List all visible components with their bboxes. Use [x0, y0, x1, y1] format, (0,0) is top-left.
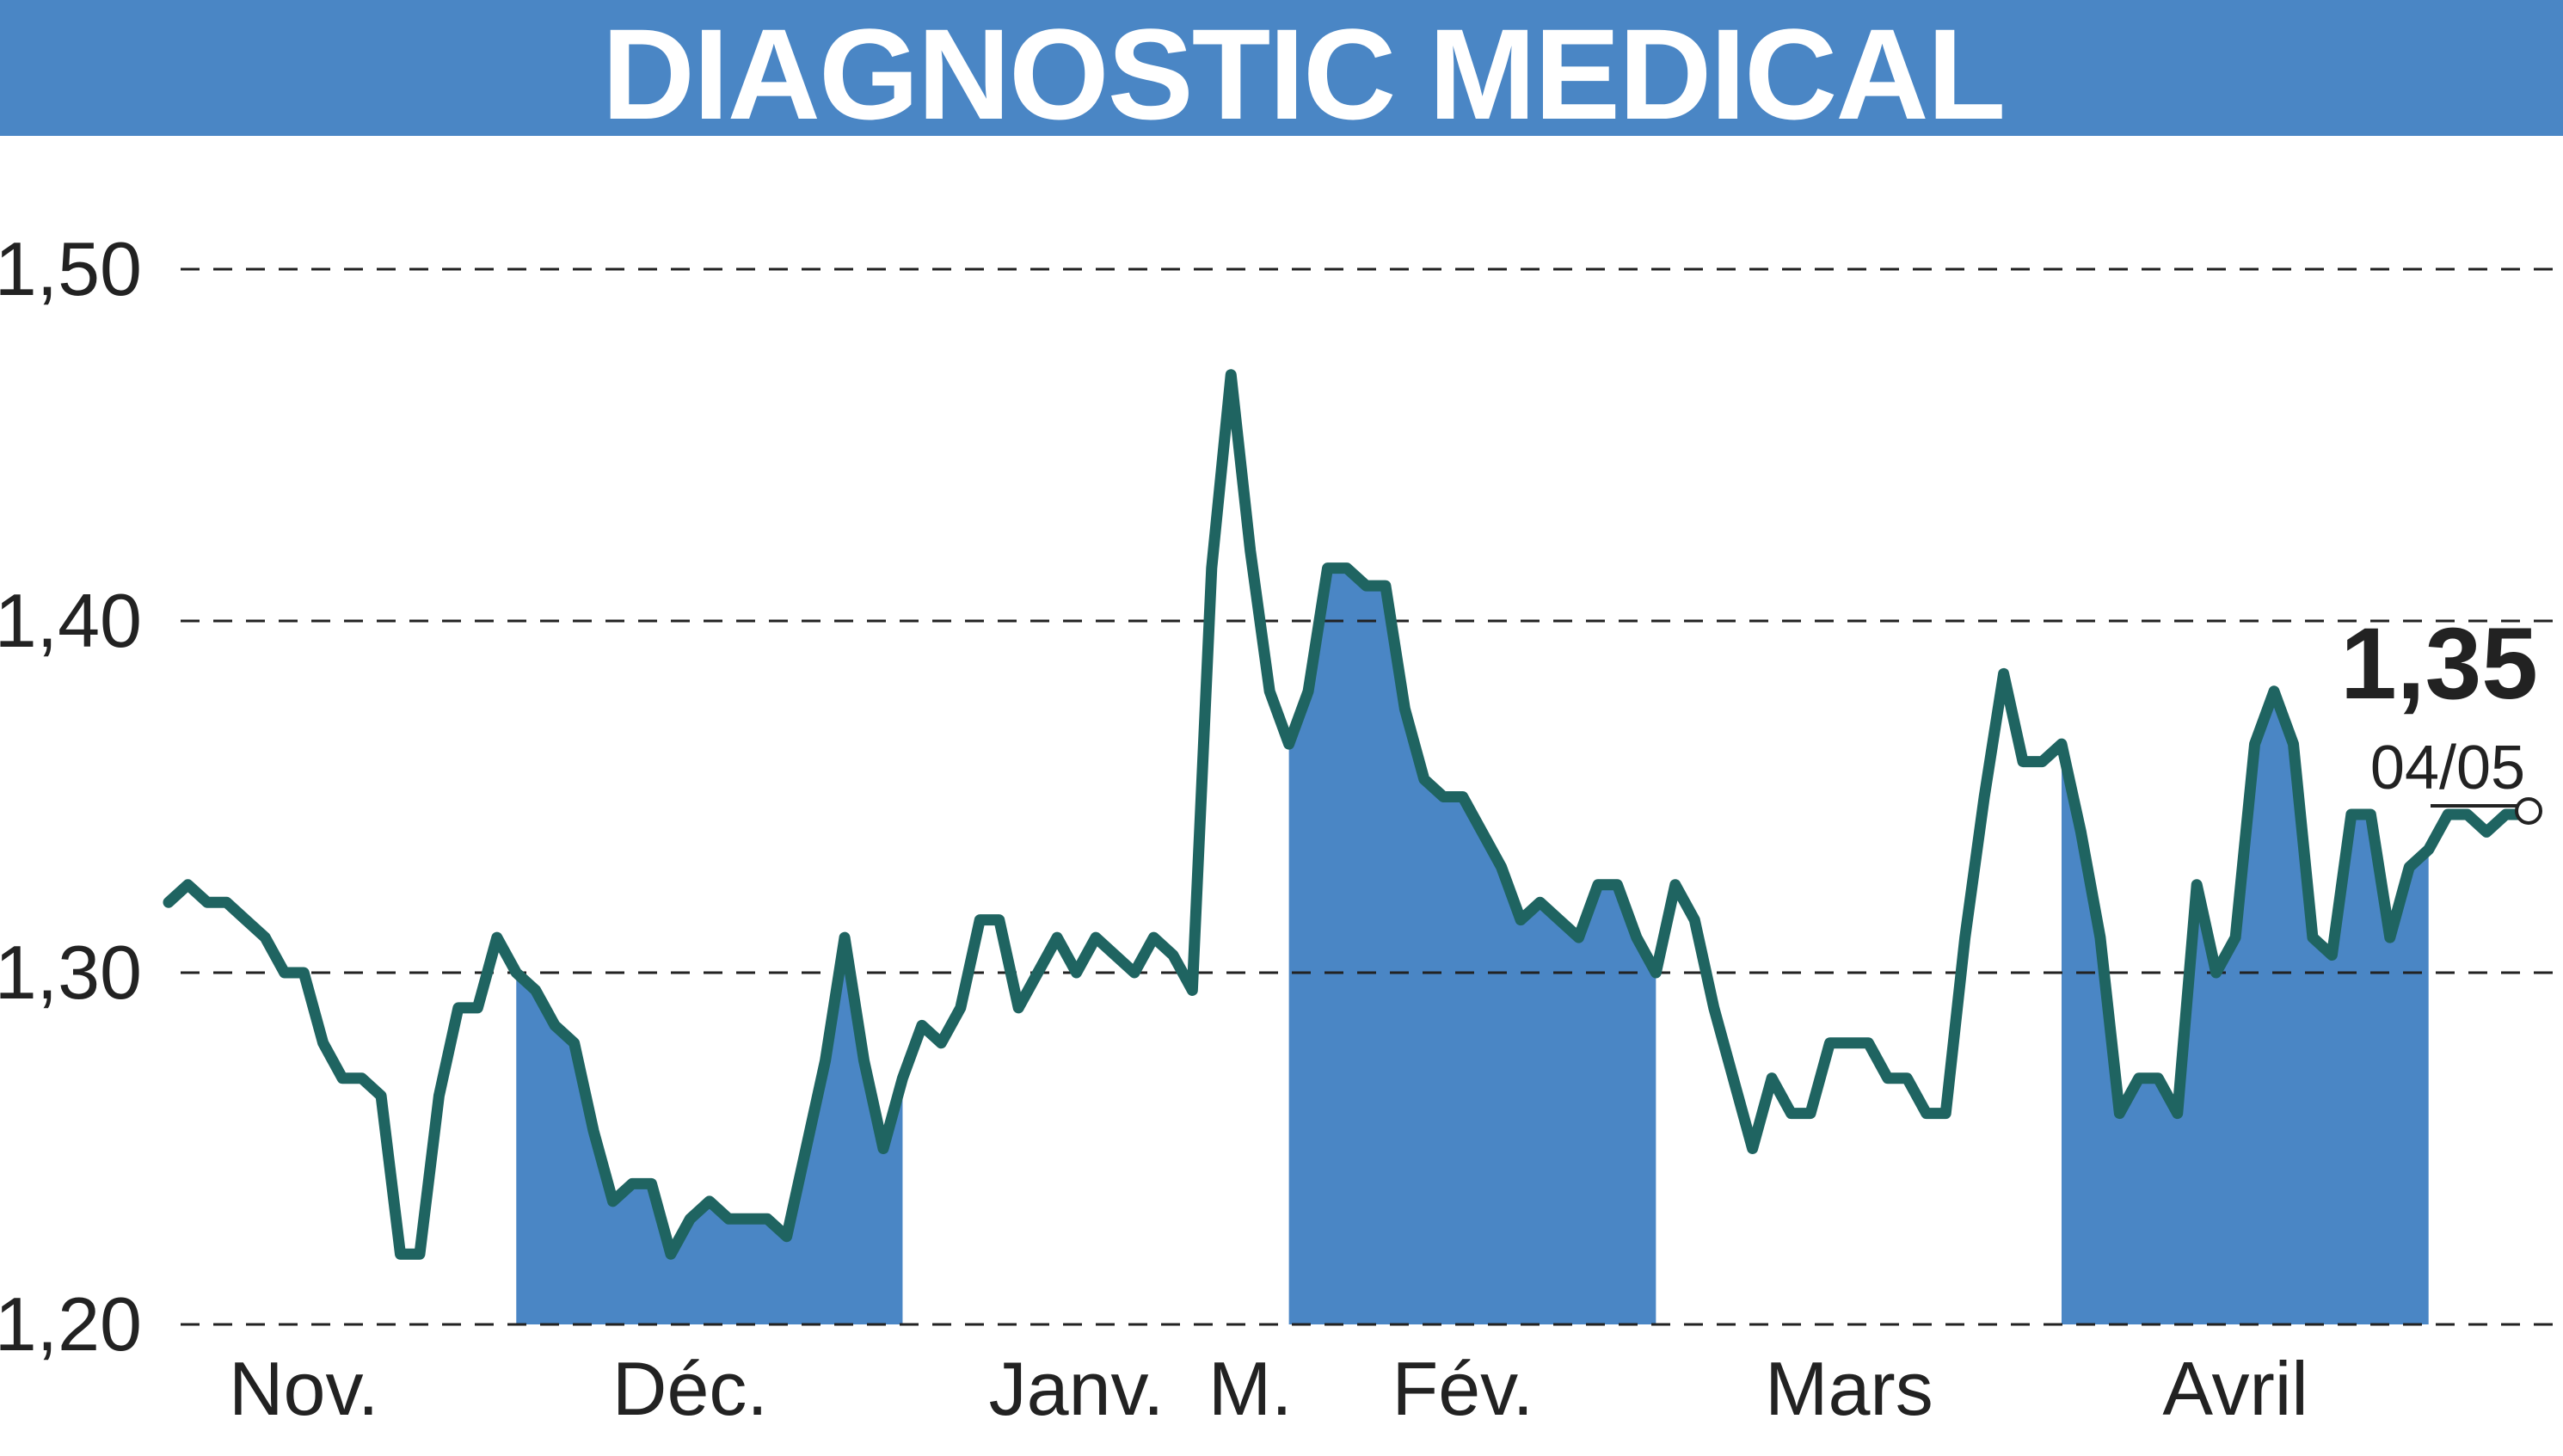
shaded-band-3 — [2061, 691, 2429, 1324]
shaded-bands — [516, 568, 2429, 1324]
shaded-band-1 — [516, 937, 903, 1324]
title-banner — [0, 0, 2563, 136]
y-tick-label: 1,20 — [0, 1281, 142, 1367]
x-tick-label: Nov. — [229, 1346, 378, 1431]
x-tick-label: Janv. — [989, 1346, 1165, 1431]
gridlines — [181, 267, 2563, 1326]
last-date-label: 04/05 — [2370, 734, 2525, 802]
x-tick-label: Mars — [1765, 1346, 1933, 1431]
x-tick-label: M. — [1208, 1346, 1293, 1431]
x-tick-labels: Nov. Déc. Janv. M. Fév. Mars Avril — [229, 1346, 2308, 1431]
y-tick-labels: 1,20 1,30 1,40 1,50 — [0, 226, 142, 1367]
x-tick-label: Fév. — [1392, 1346, 1533, 1431]
last-value-marker — [2515, 796, 2542, 825]
y-tick-label: 1,30 — [0, 930, 142, 1015]
chart-title: DIAGNOSTIC MEDICAL — [602, 2, 2005, 146]
y-tick-label: 1,50 — [0, 226, 142, 311]
price-line — [163, 369, 2531, 1260]
shaded-band-2 — [1288, 568, 1656, 1324]
y-tick-label: 1,40 — [0, 578, 142, 663]
x-tick-label: Déc. — [612, 1346, 768, 1431]
x-tick-label: Avril — [2162, 1346, 2308, 1431]
last-value-label: 1,35 — [2340, 607, 2538, 721]
